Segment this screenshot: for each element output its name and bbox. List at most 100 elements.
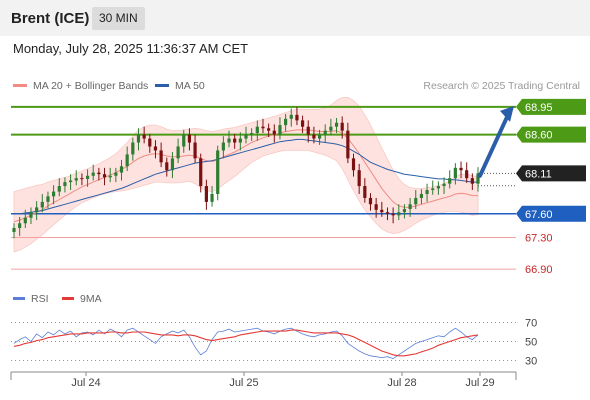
candle-body (148, 138, 152, 147)
candle-body (199, 158, 203, 187)
candle-body (57, 186, 61, 192)
candle-body (278, 125, 282, 135)
candle-body (397, 212, 401, 216)
candle-body (374, 204, 378, 210)
candle-body (255, 126, 259, 134)
moving-average-layer (13, 129, 478, 223)
time-axis: Jul 24 Jul 25 Jul 28 Jul 29 (10, 371, 517, 389)
candle-body (29, 212, 33, 218)
candle-body (368, 197, 373, 205)
candle-body (193, 142, 197, 159)
candle-body (272, 130, 276, 135)
rsi-panel: 70 50 30 (11, 318, 537, 368)
level-label-66.90: 66.90 (525, 264, 553, 276)
candle-body (329, 126, 333, 131)
ma20-swatch (13, 83, 27, 87)
candle-body (295, 114, 299, 121)
candle-body (176, 146, 180, 159)
legend-9ma-label: 9MA (80, 293, 102, 305)
legend-ma50: MA 50 (155, 80, 205, 92)
candle-body (63, 182, 67, 187)
candle-body (238, 138, 242, 143)
candle-body (442, 183, 446, 187)
x-tick-label: Jul 25 (229, 377, 258, 389)
candle-body (408, 204, 412, 210)
level-tag-67.60 (516, 205, 586, 222)
rsi-swatch (13, 296, 25, 300)
legend-ma50-label: MA 50 (175, 80, 205, 92)
legend-9ma: 9MA (62, 293, 102, 305)
candlestick-layer (12, 106, 480, 239)
candle-body (300, 120, 305, 127)
interval-button[interactable]: 30 MIN (92, 7, 145, 30)
legend-ma20: MA 20 + Bollinger Bands (13, 80, 148, 92)
candle-body (97, 172, 101, 175)
candle-body (142, 134, 146, 139)
candle-body (12, 228, 16, 232)
level-tag-68.60 (516, 126, 586, 143)
rsi-line (13, 327, 479, 360)
candle-body (312, 134, 316, 139)
level-label-68.95: 68.95 (525, 102, 553, 114)
rsi-9ma-line (13, 329, 479, 357)
ma50-line (14, 138, 478, 215)
candle-body (159, 150, 163, 163)
candle-body (470, 178, 474, 184)
candle-body (380, 209, 384, 213)
candle-body (340, 122, 344, 131)
ma9-swatch (62, 296, 74, 300)
chart-header: Brent (ICE) 30 MIN (0, 0, 590, 36)
candle-body (284, 118, 288, 126)
bollinger-band (13, 97, 479, 253)
forecast-arrowhead (500, 105, 514, 122)
candle-body (250, 133, 254, 135)
chart-datetime: Monday, July 28, 2025 11:36:37 AM CET (13, 41, 249, 56)
candle-body (119, 166, 124, 173)
candle-body (233, 138, 237, 143)
level-tag-68.95 (516, 98, 586, 115)
candle-body (102, 174, 107, 178)
level-label-68.60: 68.60 (525, 130, 553, 142)
candle-body (136, 134, 141, 143)
candle-body (453, 167, 457, 179)
candle-body (85, 175, 90, 179)
rsi-tick-30: 30 (525, 356, 537, 368)
level-lines-layer (11, 105, 516, 270)
level-label-68.11: 68.11 (525, 168, 552, 180)
ma20-line (13, 129, 478, 223)
candle-body (210, 193, 214, 202)
candle-body (357, 170, 361, 187)
candle-body (436, 186, 440, 189)
candle-body (18, 223, 22, 229)
legend-rsi-label: RSI (31, 293, 49, 305)
ma50-swatch (155, 83, 169, 87)
x-tick-label: Jul 24 (71, 377, 100, 389)
candle-body (182, 134, 186, 147)
candle-body (267, 128, 271, 131)
candle-body (334, 122, 339, 127)
candle-body (68, 180, 73, 183)
candle-body (351, 158, 356, 171)
candle-body (448, 178, 452, 184)
candle-body (419, 193, 424, 198)
candle-body (131, 142, 135, 155)
level-label-67.60: 67.60 (525, 209, 553, 221)
candle-body (363, 186, 367, 198)
rsi-tick-70: 70 (525, 318, 537, 330)
candle-body (306, 126, 310, 135)
bollinger-band-layer (13, 97, 479, 253)
candle-body (108, 175, 112, 178)
candle-body (91, 172, 95, 176)
candle-body (165, 162, 169, 171)
candle-body (402, 209, 407, 213)
instrument-title: Brent (ICE) (11, 10, 90, 27)
x-tick-label: Jul 29 (465, 377, 494, 389)
candle-body (459, 167, 463, 171)
candle-body (23, 217, 27, 224)
candle-body (170, 158, 175, 171)
rsi-tick-50: 50 (525, 337, 537, 349)
candle-body (317, 134, 322, 139)
candle-body (40, 201, 44, 208)
candle-body (221, 142, 225, 151)
candle-body (261, 126, 265, 129)
